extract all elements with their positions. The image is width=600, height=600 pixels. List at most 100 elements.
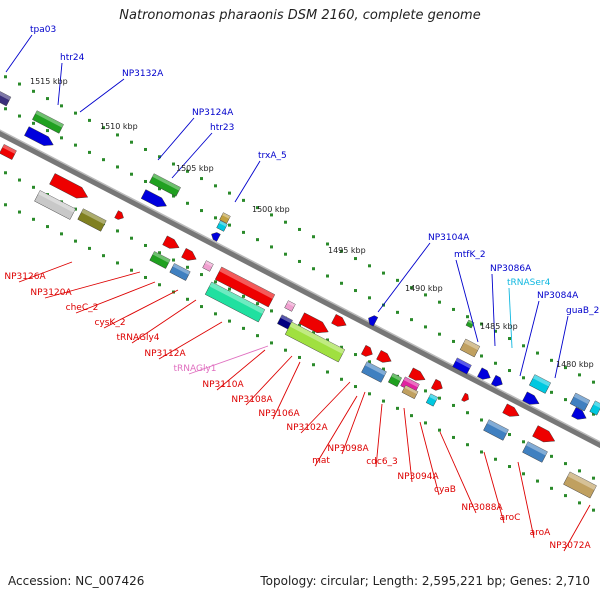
feature-body bbox=[360, 344, 373, 357]
feature-body bbox=[425, 393, 439, 407]
feature-body bbox=[24, 126, 54, 146]
track-dot bbox=[32, 217, 35, 221]
track-dot bbox=[466, 315, 469, 319]
track-dot bbox=[564, 398, 567, 402]
leader-line bbox=[158, 321, 223, 360]
feature-body bbox=[532, 425, 556, 443]
feature-body bbox=[49, 173, 89, 199]
feature-box bbox=[216, 220, 228, 232]
leader-line bbox=[341, 391, 366, 455]
track-dot bbox=[144, 179, 147, 183]
feature-body bbox=[204, 281, 266, 323]
track-dot bbox=[186, 297, 189, 301]
track-dot bbox=[536, 479, 539, 483]
feature-shine bbox=[205, 260, 214, 267]
feature-box bbox=[34, 190, 76, 220]
track-dot bbox=[466, 411, 469, 415]
leader-line bbox=[103, 289, 179, 329]
track-dot bbox=[340, 281, 343, 285]
feature-body bbox=[0, 85, 12, 107]
feature-body bbox=[571, 407, 587, 420]
feature-arrow bbox=[376, 350, 392, 363]
track-dot bbox=[116, 165, 119, 169]
feature-shine bbox=[38, 190, 76, 213]
track-dot bbox=[438, 396, 441, 400]
feature-body bbox=[77, 208, 107, 232]
track-dot bbox=[298, 323, 301, 327]
feature-shine bbox=[172, 263, 191, 275]
track-dot bbox=[200, 305, 203, 309]
track-dot bbox=[466, 443, 469, 447]
feature-arrow bbox=[571, 407, 587, 420]
feature-shine bbox=[526, 441, 548, 456]
track-dot bbox=[340, 249, 343, 253]
gene-label: cyaB bbox=[434, 485, 456, 495]
feature-arrow bbox=[490, 374, 503, 387]
track-dot bbox=[46, 129, 49, 133]
feature-box bbox=[149, 173, 181, 197]
track-dot bbox=[18, 82, 21, 86]
feature-shine bbox=[289, 321, 345, 354]
gene-label: NP3102A bbox=[286, 423, 328, 433]
track-dot bbox=[60, 136, 63, 140]
track-dot bbox=[4, 107, 7, 111]
track-dot bbox=[452, 307, 455, 311]
track-dot bbox=[116, 261, 119, 265]
track-dot bbox=[522, 440, 525, 444]
label-layer: tpa03 htr24 NP3132A NP3124A htr23 trxA_5 NP310… bbox=[4, 25, 599, 551]
feature-arrow bbox=[331, 314, 347, 327]
feature-body bbox=[459, 338, 481, 358]
feature-box bbox=[277, 314, 293, 330]
leader-line bbox=[157, 117, 195, 161]
track-dot bbox=[424, 293, 427, 297]
feature-body bbox=[149, 251, 171, 269]
leader-line bbox=[300, 381, 351, 434]
track-dot bbox=[424, 389, 427, 393]
tick-layer: 1515 kbp 1510 kbp 1505 kbp 1500 kbp 1495 kbp… bbox=[30, 77, 594, 369]
track-dot bbox=[354, 353, 357, 357]
track-dot bbox=[214, 216, 217, 220]
track-dot bbox=[550, 486, 553, 490]
track-dot bbox=[60, 232, 63, 236]
track-dot bbox=[452, 339, 455, 343]
feature-arrow bbox=[211, 232, 221, 242]
gene-label: cysK_2 bbox=[94, 318, 125, 328]
track-dot bbox=[494, 361, 497, 365]
track-dot bbox=[312, 267, 315, 271]
track-dot bbox=[186, 265, 189, 269]
track-dot bbox=[578, 373, 581, 377]
feature-body bbox=[140, 189, 167, 207]
feature-shine bbox=[209, 281, 265, 314]
track-dot bbox=[228, 287, 231, 291]
feature-body bbox=[214, 266, 276, 308]
feature-arrow bbox=[532, 425, 556, 443]
gene-label: htr23 bbox=[210, 123, 234, 133]
feature-body bbox=[162, 235, 180, 249]
track-dot bbox=[326, 338, 329, 342]
track-dot bbox=[270, 341, 273, 345]
feature-shine bbox=[404, 385, 419, 395]
track-dot bbox=[564, 462, 567, 466]
track-dot bbox=[46, 97, 49, 101]
leader-line bbox=[57, 62, 63, 106]
feature-box bbox=[528, 374, 552, 394]
track-dot bbox=[592, 508, 595, 512]
gene-label: NP3132A bbox=[122, 69, 164, 79]
feature-shine bbox=[429, 393, 438, 401]
feature-body bbox=[219, 212, 231, 224]
feature-shine bbox=[81, 208, 107, 225]
gene-label: NP3084A bbox=[537, 291, 579, 301]
track-dot bbox=[186, 201, 189, 205]
track-dot bbox=[410, 414, 413, 418]
feature-body bbox=[368, 315, 379, 327]
track-dot bbox=[214, 280, 217, 284]
feature-body bbox=[461, 392, 469, 402]
track-dot bbox=[508, 465, 511, 469]
kbp-tick-label: 1490 kbp bbox=[405, 284, 443, 293]
feature-arrow bbox=[477, 367, 491, 380]
feature-box bbox=[0, 144, 17, 160]
track-dot bbox=[32, 89, 35, 93]
feature-body bbox=[181, 248, 197, 261]
leader-line bbox=[519, 300, 540, 377]
feature-shine bbox=[532, 374, 551, 387]
